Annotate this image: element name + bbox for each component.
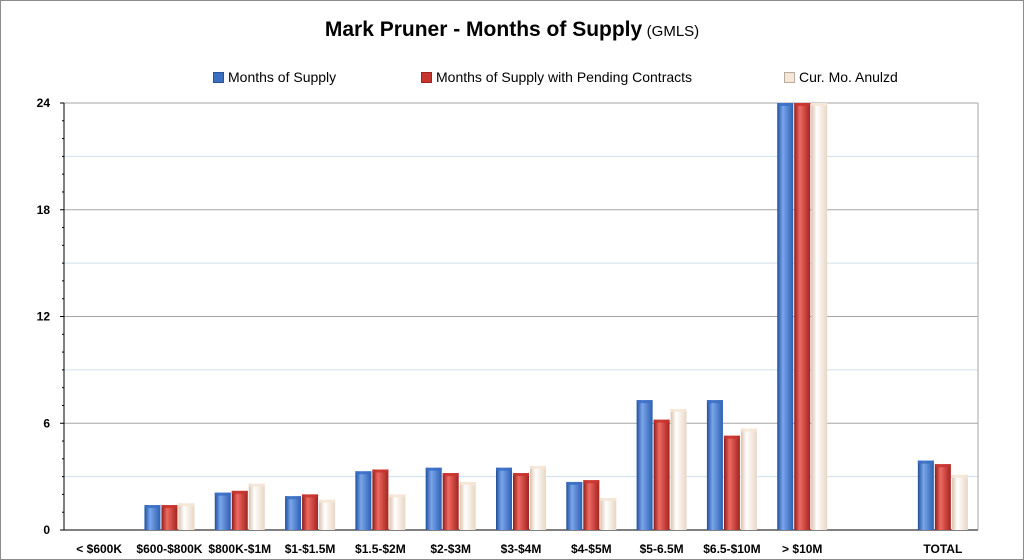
bar <box>389 494 406 530</box>
bar <box>355 471 372 530</box>
bar-cap <box>214 492 231 496</box>
bar-cap <box>740 428 757 432</box>
bar-cap <box>706 400 723 404</box>
chart-subtitle: (GMLS) <box>646 23 700 40</box>
bar <box>442 473 459 530</box>
y-tick-label: 12 <box>37 310 51 324</box>
x-tick-label: $1.5-$2M <box>355 542 406 556</box>
x-tick-label: $5-6.5M <box>640 542 684 556</box>
x-tick-label: $4-$5M <box>571 542 612 556</box>
bar-cap <box>372 469 389 473</box>
x-tick-label: $3-$4M <box>501 542 542 556</box>
bar <box>951 474 968 530</box>
bar <box>248 483 265 530</box>
bar-cap <box>513 473 529 477</box>
bar-cap <box>355 471 372 475</box>
bar <box>530 465 546 530</box>
bar <box>723 435 740 530</box>
bar-cap <box>442 473 459 477</box>
legend-item-months-of-supply: Months of Supply <box>213 69 336 85</box>
bar-cap <box>144 505 161 509</box>
bar <box>161 505 178 530</box>
bar-cap <box>811 103 828 106</box>
bar-cap <box>670 409 687 413</box>
bar <box>566 481 583 530</box>
legend-label-cur-mo-anulzd: Cur. Mo. Anulzd <box>799 69 898 85</box>
bar-cap <box>653 419 670 423</box>
y-tick-label: 24 <box>37 96 51 110</box>
x-tick-label: $600-$800K <box>136 542 202 556</box>
bar <box>231 490 248 530</box>
x-tick-label: $800K-$1M <box>208 542 271 556</box>
bar-cap <box>161 505 178 509</box>
bar <box>811 103 828 530</box>
bar-cap <box>600 497 617 501</box>
bar <box>459 481 476 530</box>
bar <box>653 419 670 530</box>
bar <box>636 400 653 530</box>
bar <box>425 467 442 530</box>
y-tick-label: 6 <box>43 416 50 430</box>
bar-cap <box>951 474 968 478</box>
bar-cap <box>496 467 512 471</box>
legend: Months of Supply Months of Supply with P… <box>0 69 1024 89</box>
bar <box>917 460 934 530</box>
bar-cap <box>319 499 336 503</box>
bar-cap <box>530 465 546 469</box>
x-tick-label: TOTAL <box>923 542 962 556</box>
x-tick-label: $1-$1.5M <box>285 542 336 556</box>
chart-title-main: Mark Pruner - Months of Supply <box>324 18 643 41</box>
bar-cap <box>583 480 600 484</box>
bar-cap <box>248 483 265 487</box>
bar <box>513 473 529 530</box>
legend-item-pending-contracts: Months of Supply with Pending Contracts <box>421 69 692 85</box>
bar <box>794 103 811 530</box>
bar <box>496 467 512 530</box>
bar-cap <box>459 481 476 485</box>
bar-cap <box>566 481 583 485</box>
bar-cap <box>917 460 934 464</box>
bar-cap <box>302 494 319 498</box>
bar <box>178 503 195 530</box>
legend-swatch-pending-contracts <box>421 71 432 83</box>
bar-cap <box>425 467 442 471</box>
y-tick-label: 18 <box>37 203 51 217</box>
legend-swatch-cur-mo-anulzd <box>784 71 795 83</box>
bar-cap <box>231 490 248 494</box>
bar <box>319 499 336 530</box>
legend-label-months-of-supply: Months of Supply <box>228 69 337 85</box>
bar-cap <box>723 435 740 439</box>
bar <box>740 428 757 530</box>
bar <box>302 494 319 530</box>
legend-swatch-months-of-supply <box>213 71 224 83</box>
bar <box>670 409 687 530</box>
bar <box>285 496 302 530</box>
bar-cap <box>777 103 794 106</box>
bar <box>934 464 951 530</box>
bar-cap <box>794 103 811 106</box>
bar <box>583 480 600 530</box>
bar <box>777 103 794 530</box>
x-tick-label: > $10M <box>782 542 822 556</box>
x-tick-label: $2-$3M <box>430 542 471 556</box>
bar <box>600 497 617 530</box>
chart-title: Mark Pruner - Months of Supply (GMLS) <box>0 18 1024 42</box>
bar-cap <box>178 503 195 507</box>
bar <box>372 469 389 530</box>
legend-item-cur-mo-anulzd: Cur. Mo. Anulzd <box>784 69 898 85</box>
bar-cap <box>389 494 406 498</box>
bar <box>144 505 161 530</box>
y-tick-label: 0 <box>43 523 50 537</box>
x-tick-label: $6.5-$10M <box>703 542 760 556</box>
bar-cap <box>285 496 302 500</box>
bar-cap <box>934 464 951 468</box>
x-tick-label: < $600K <box>76 542 122 556</box>
bar <box>214 492 231 530</box>
bar-cap <box>636 400 653 404</box>
legend-label-pending-contracts: Months of Supply with Pending Contracts <box>436 69 693 85</box>
bar <box>706 400 723 530</box>
